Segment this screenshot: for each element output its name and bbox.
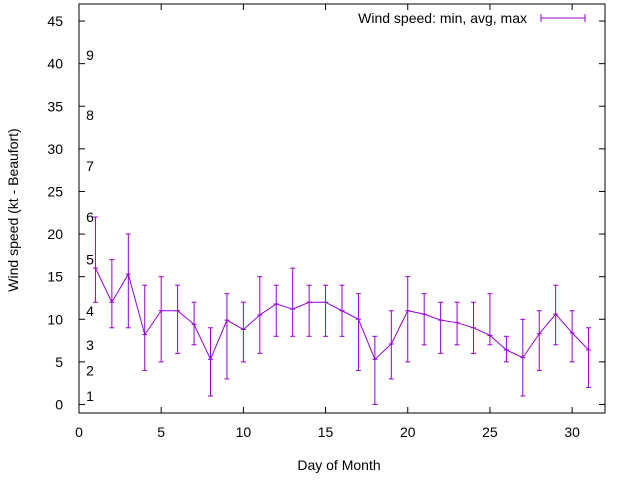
x-tick-labels: 0 5 10 15 20 25 30 [75, 424, 580, 440]
x-tick-label: 5 [157, 424, 165, 440]
y-tick-label: 35 [47, 98, 63, 114]
x-tick-label: 10 [236, 424, 252, 440]
y-tick-label: 45 [47, 13, 63, 29]
beaufort-label: 4 [86, 303, 94, 319]
beaufort-label: 5 [86, 252, 94, 268]
beaufort-label: 7 [86, 158, 94, 174]
legend-label: Wind speed: min, avg, max [358, 10, 527, 26]
x-tick-label: 30 [564, 424, 580, 440]
beaufort-label: 3 [86, 337, 94, 353]
axis-ticks [78, 4, 605, 413]
x-tick-label: 20 [400, 424, 416, 440]
x-tick-label: 15 [318, 424, 334, 440]
y-tick-label: 40 [47, 56, 63, 72]
y-tick-label: 10 [47, 311, 63, 327]
y-tick-label: 30 [47, 141, 63, 157]
beaufort-label: 1 [86, 388, 94, 404]
beaufort-label: 8 [86, 107, 94, 123]
legend: Wind speed: min, avg, max [358, 10, 586, 26]
y-tick-label: 0 [55, 396, 63, 412]
x-tick-label: 25 [482, 424, 498, 440]
y-tick-label: 25 [47, 183, 63, 199]
y-tick-label: 20 [47, 226, 63, 242]
series-layer [92, 216, 592, 405]
plot-frame [78, 3, 606, 414]
y-tick-label: 5 [55, 354, 63, 370]
beaufort-label: 2 [86, 362, 94, 378]
x-axis-label: Day of Month [297, 457, 380, 473]
y-axis-label: Wind speed (kt - Beaufort) [5, 128, 21, 291]
x-tick-label: 0 [75, 424, 83, 440]
beaufort-labels: 1 2 3 4 5 6 7 8 9 [86, 47, 94, 404]
y-tick-label: 15 [47, 269, 63, 285]
y-tick-labels: 0 5 10 15 20 25 30 35 40 45 [47, 13, 63, 412]
beaufort-label: 9 [86, 47, 94, 63]
beaufort-label: 6 [86, 209, 94, 225]
